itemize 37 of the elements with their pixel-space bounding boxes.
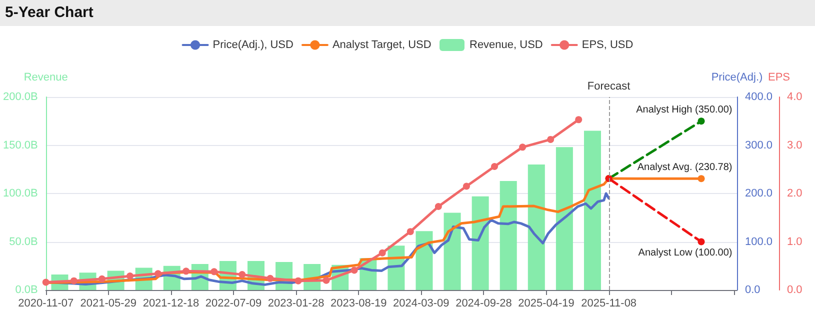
x-tick-label: 2022-07-09 (205, 298, 262, 310)
y2-tick-label: 100.0 (745, 236, 773, 248)
legend-label: Analyst Target, USD (332, 39, 432, 51)
y3-tick-label: 3.0 (787, 139, 802, 152)
y-tick-label: 0.0B (15, 284, 38, 296)
ref-line-label: Forecast (587, 80, 630, 92)
y3-tick-label: 0.0 (787, 284, 802, 296)
y2-tick-label: 0.0 (745, 284, 760, 296)
x-tick-label: 2025-04-19 (518, 298, 574, 310)
y2-axis-title: Price(Adj.) (711, 72, 763, 84)
y3-tick-label: 2.0 (787, 188, 802, 200)
annotation: Analyst High (350.00) (636, 104, 732, 116)
x-tick-label: 2020-11-07 (18, 298, 74, 310)
x-tick-label: 2021-12-18 (142, 298, 200, 310)
y-tick-label: 50.0B (9, 236, 38, 248)
legend-label: Price(Adj.), USD (212, 39, 294, 51)
x-tick-label: 2024-03-09 (393, 298, 450, 310)
y-axis-title: Revenue (24, 72, 68, 84)
x-tick-label: 2023-01-28 (268, 298, 324, 310)
x-tick-label: 2025-11-08 (581, 298, 637, 310)
x-tick-label: 2023-08-19 (330, 298, 387, 310)
y3-tick-label: 1.0 (787, 236, 802, 248)
y3-axis-title: EPS (768, 72, 790, 84)
y2-tick-label: 200.0 (745, 188, 773, 200)
y-tick-label: 200.0B (2, 91, 38, 103)
y2-tick-label: 300.0 (745, 139, 773, 152)
y3-tick-label: 4.0 (787, 91, 802, 103)
annotation: Analyst Low (100.00) (638, 247, 732, 258)
x-tick-label: 2021-05-29 (80, 298, 137, 310)
chart-title: 5-Year Chart (0, 0, 815, 26)
y-tick-label: 100.0B (2, 188, 38, 200)
legend-label: EPS, USD (582, 39, 634, 51)
x-tick-label: 2024-09-28 (456, 298, 512, 310)
y2-tick-label: 400.0 (745, 91, 773, 103)
y-tick-label: 150.0B (2, 139, 38, 152)
legend-label: Revenue, USD (470, 39, 543, 51)
annotation: Analyst Avg. (230.78) (637, 162, 732, 174)
